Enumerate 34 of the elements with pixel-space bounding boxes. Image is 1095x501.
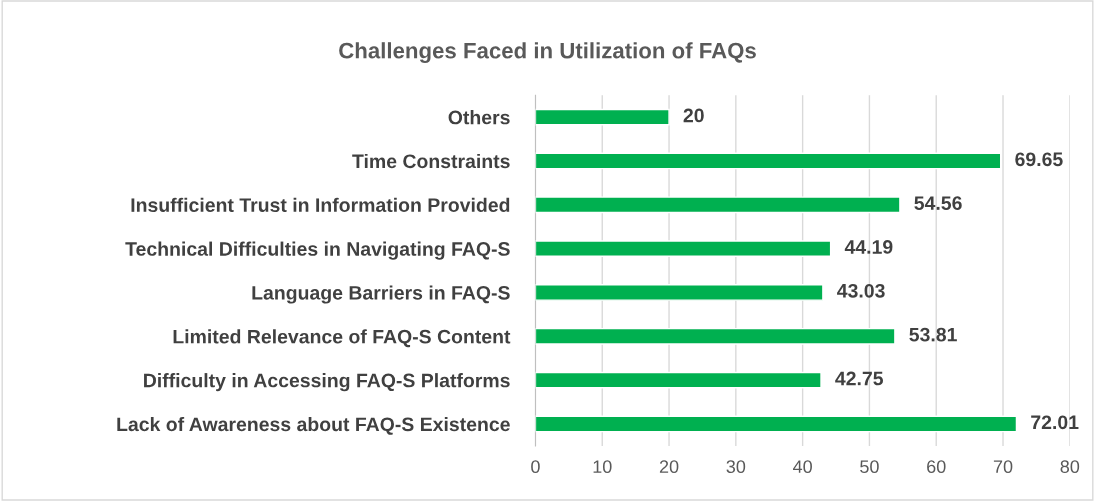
x-tick-label: 50 <box>860 460 879 474</box>
bar <box>535 240 832 257</box>
data-label: 54.56 <box>914 196 962 210</box>
x-tick-label: 0 <box>531 460 540 474</box>
y-tick-label: Technical Difficulties in Navigating FAQ-S <box>125 241 510 260</box>
x-tick-label: 30 <box>726 460 746 474</box>
bar <box>535 415 1018 433</box>
bar <box>535 196 901 214</box>
y-tick-label: Limited Relevance of FAQ-S Content <box>173 329 511 348</box>
x-tick-label: 40 <box>793 460 812 474</box>
data-label: 42.75 <box>835 371 884 386</box>
data-label: 53.81 <box>909 327 957 342</box>
data-label: 44.19 <box>844 240 893 254</box>
x-tick-label: 10 <box>593 460 612 474</box>
y-tick-label: Insufficient Trust in Information Provided <box>131 197 510 213</box>
bar <box>535 108 670 126</box>
x-tick-label: 60 <box>927 460 946 474</box>
data-label: 43.03 <box>837 283 885 298</box>
x-tick-label: 80 <box>1060 460 1080 474</box>
bar <box>535 152 1002 170</box>
bar <box>535 371 822 389</box>
y-tick-label: Time Constraints <box>352 153 510 169</box>
y-tick-label: Others <box>448 110 510 125</box>
x-tick-label: 70 <box>993 460 1013 474</box>
data-label: 72.01 <box>1031 415 1079 430</box>
data-label: 20 <box>683 108 704 123</box>
bar <box>535 284 824 301</box>
y-tick-label: Lack of Awareness about FAQ-S Existence <box>117 416 510 435</box>
data-label: 69.65 <box>1015 152 1063 167</box>
x-tick-label: 20 <box>659 460 679 474</box>
y-tick-label: Language Barriers in FAQ-S <box>252 285 510 304</box>
chart-title: Challenges Faced in Utilization of FAQs <box>339 42 756 64</box>
y-tick-label: Difficulty in Accessing FAQ-S Platforms <box>144 373 510 392</box>
bar <box>535 327 896 345</box>
